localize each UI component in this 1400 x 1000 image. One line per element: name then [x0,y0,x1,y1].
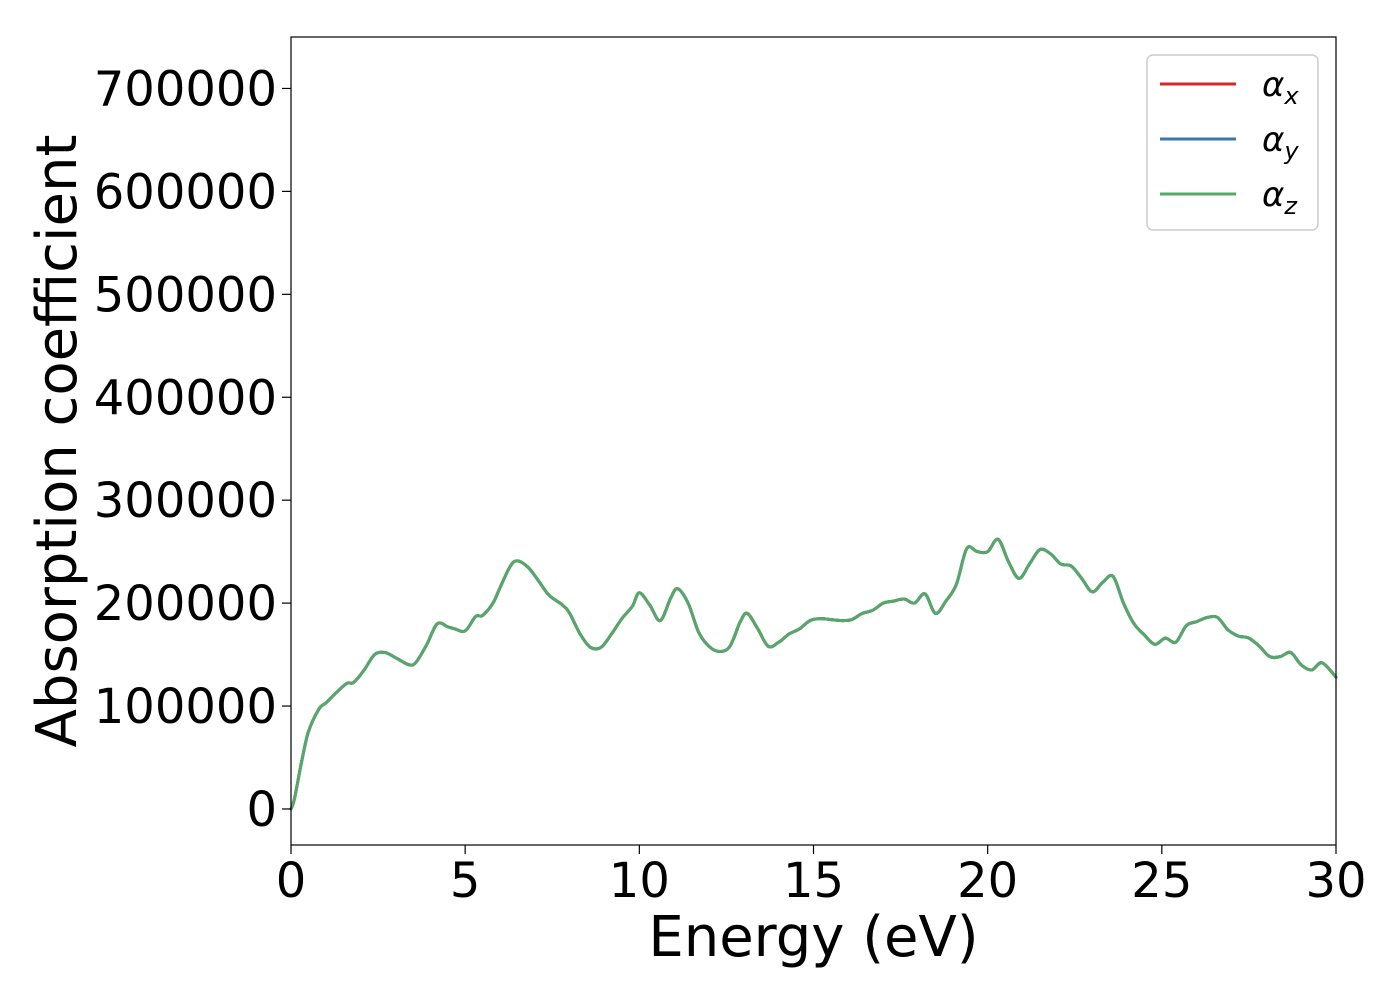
x-axis-title: Energy (eV) [648,905,978,970]
x-tick-label: 30 [1305,853,1366,909]
x-axis-ticks: 0 5 10 15 20 25 30 [276,845,1367,909]
legend-label-x: αx [1262,65,1299,110]
x-tick-label: 15 [783,853,844,909]
y-tick-label: 100000 [94,679,277,735]
series-line-z [289,537,1338,811]
y-axis-ticks: 0 100000 200000 300000 400000 500000 600000 700… [94,61,291,838]
y-tick-label: 0 [246,782,277,838]
y-tick-label: 700000 [94,61,277,117]
y-tick-label: 500000 [94,267,277,323]
legend-label-z: αz [1262,175,1298,220]
legend-box [1146,54,1319,231]
x-tick-label: 25 [1131,853,1192,909]
y-tick-label: 600000 [94,164,277,220]
y-axis-title: Absorption coefficient [25,135,90,748]
y-tick-label: 300000 [94,473,277,529]
x-tick-label: 5 [450,853,481,909]
x-tick-label: 10 [609,853,670,909]
legend-label-y: αy [1262,120,1299,165]
x-tick-label: 0 [276,853,307,909]
series-layer [289,537,1338,811]
legend: αx αy αz [1146,54,1319,231]
y-tick-label: 400000 [94,370,277,426]
y-tick-label: 200000 [94,576,277,632]
x-tick-label: 20 [957,853,1018,909]
